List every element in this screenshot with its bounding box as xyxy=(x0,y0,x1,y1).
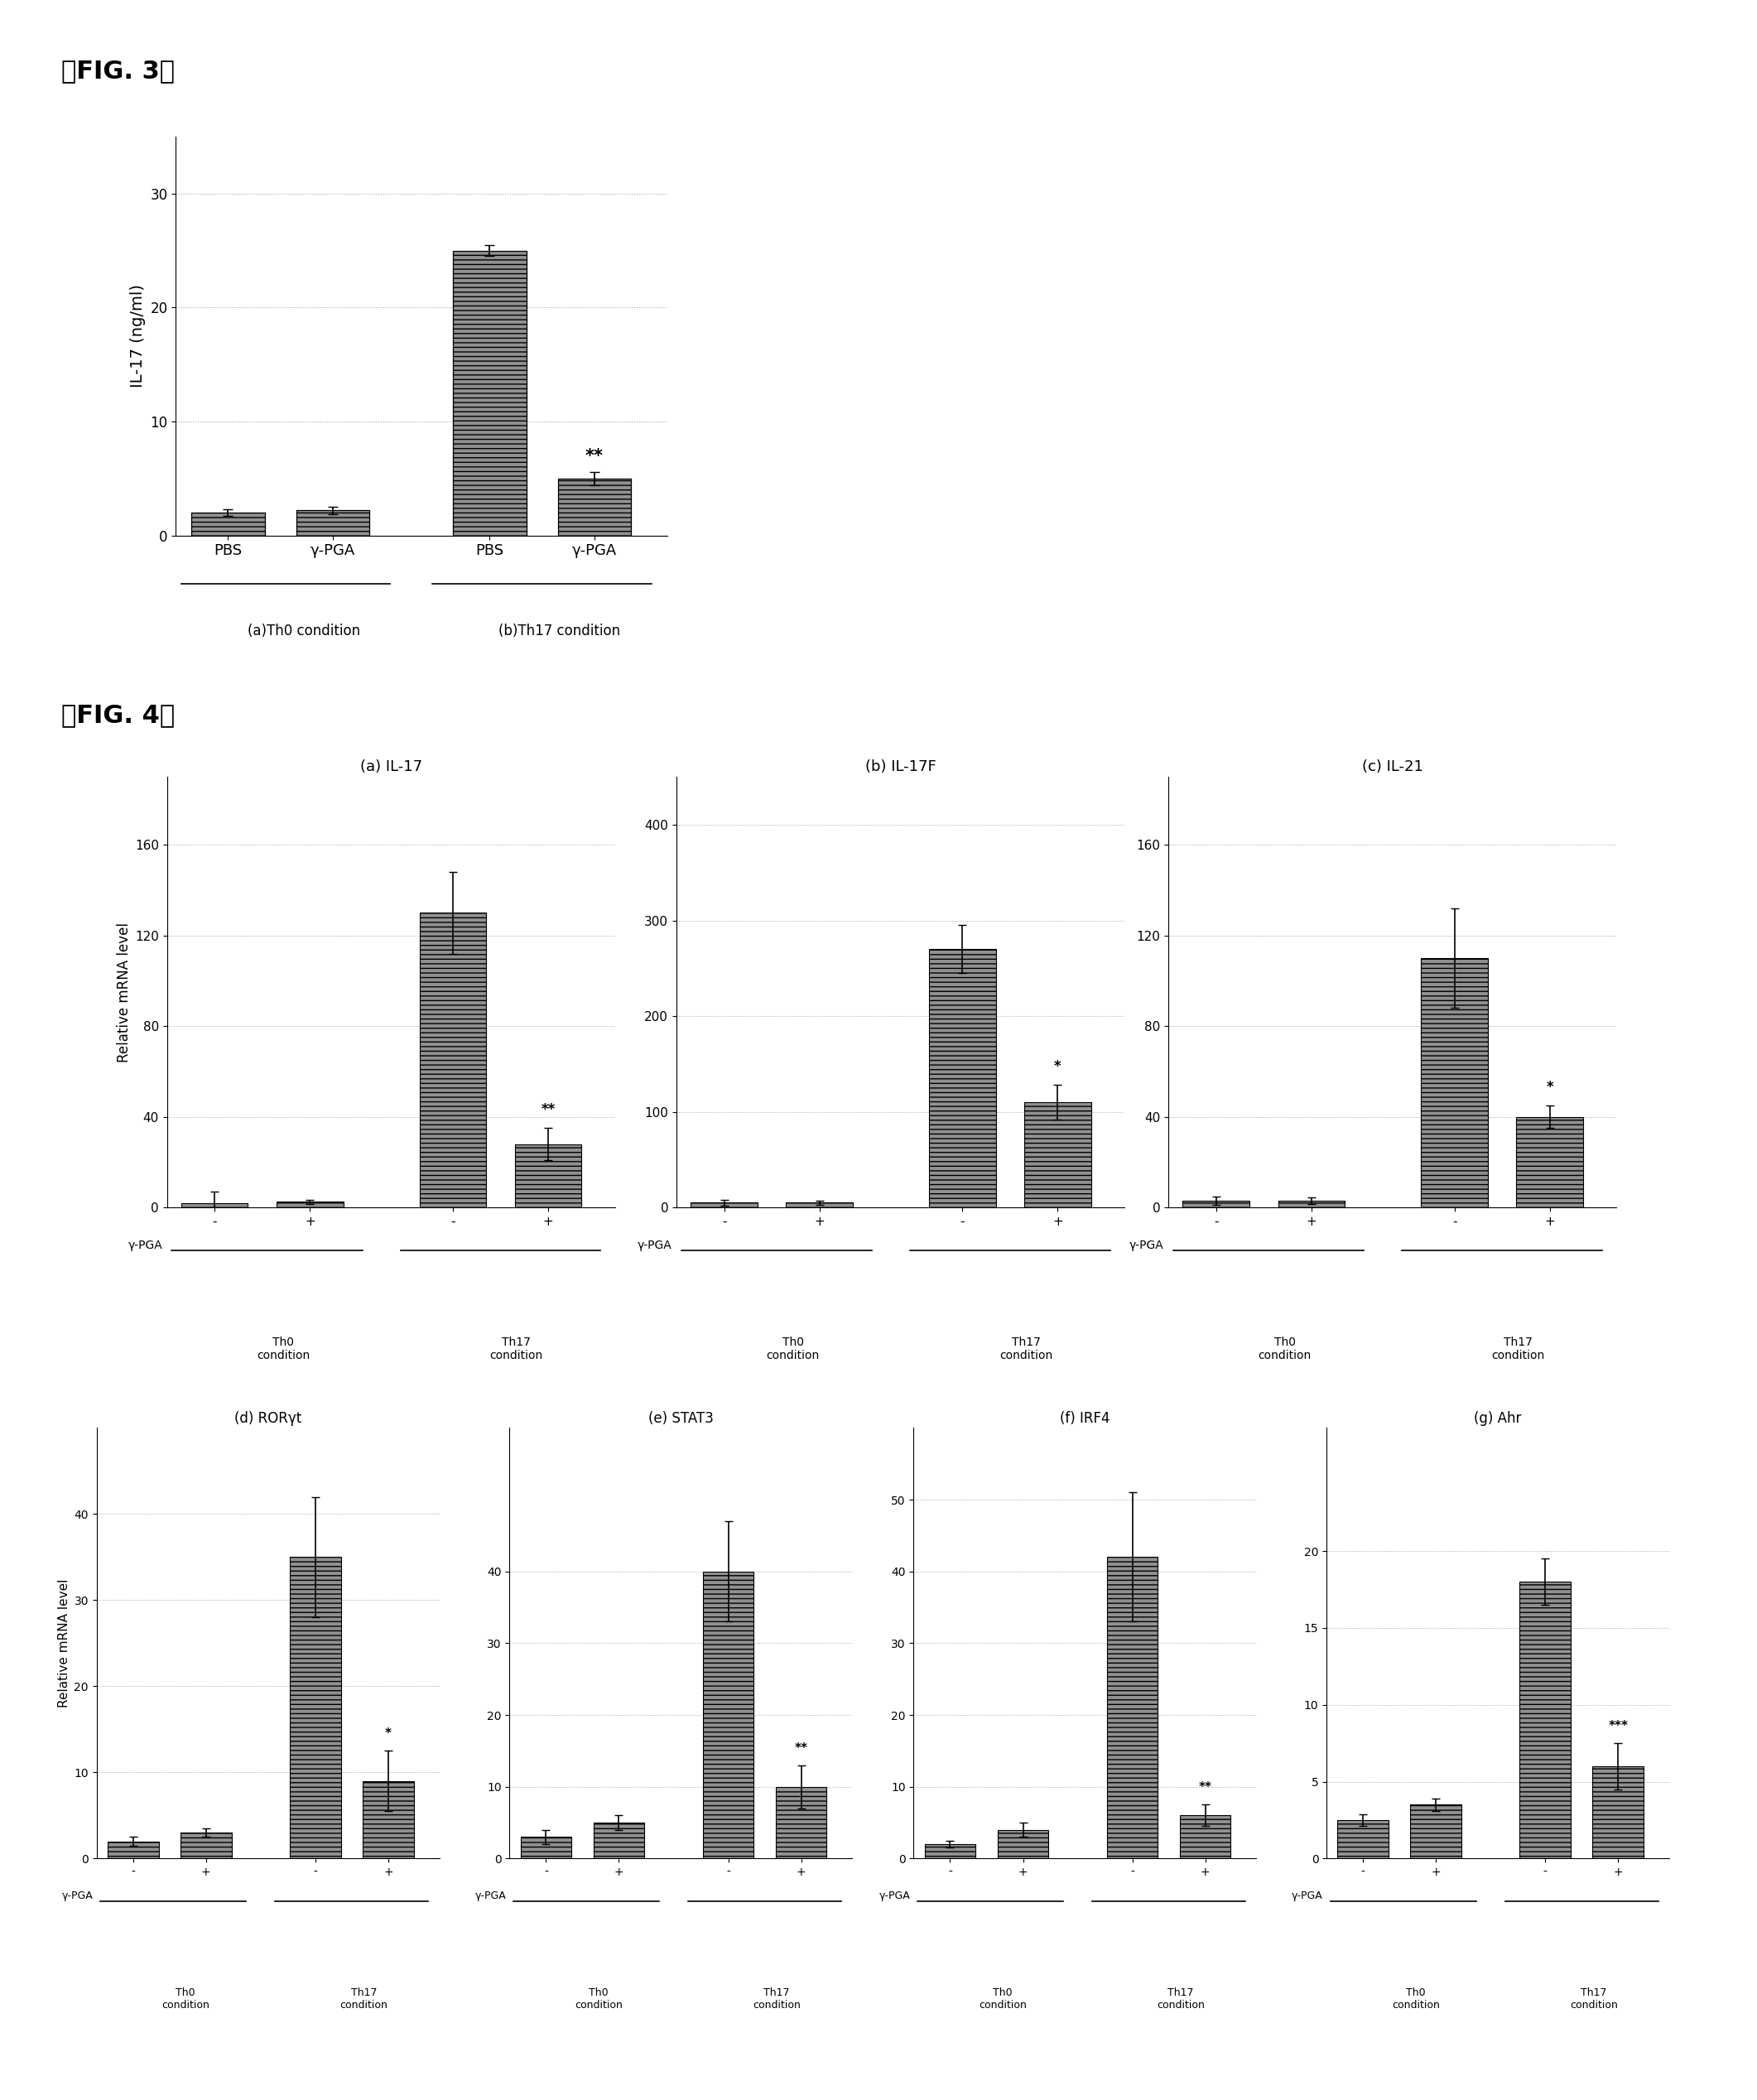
Bar xyxy=(1182,1201,1249,1207)
Text: Th0
condition: Th0 condition xyxy=(1258,1338,1311,1361)
Bar xyxy=(929,949,996,1207)
Bar xyxy=(290,1558,341,1858)
Bar xyxy=(362,1781,413,1858)
Text: ***: *** xyxy=(1608,1720,1629,1732)
Text: Th17
condition: Th17 condition xyxy=(1000,1338,1052,1361)
Bar xyxy=(1421,958,1488,1207)
Bar xyxy=(520,1838,571,1858)
Text: Th17
condition: Th17 condition xyxy=(1156,1987,1205,2012)
Bar xyxy=(1516,1117,1583,1207)
Text: *: * xyxy=(385,1728,392,1741)
Bar xyxy=(1179,1814,1230,1858)
Title: (d) RORγt: (d) RORγt xyxy=(234,1411,302,1426)
Bar xyxy=(557,479,631,535)
Bar xyxy=(1520,1581,1571,1858)
Bar xyxy=(785,1203,852,1208)
Text: Th0
condition: Th0 condition xyxy=(979,1987,1026,2012)
Text: γ-PGA: γ-PGA xyxy=(1130,1239,1163,1252)
Title: (g) Ahr: (g) Ahr xyxy=(1474,1411,1522,1426)
Title: (e) STAT3: (e) STAT3 xyxy=(648,1411,713,1426)
Text: Th17
condition: Th17 condition xyxy=(1569,1987,1618,2012)
Text: Th0
condition: Th0 condition xyxy=(257,1338,309,1361)
Text: γ-PGA: γ-PGA xyxy=(128,1239,162,1252)
Bar xyxy=(1107,1558,1158,1858)
Bar xyxy=(1411,1804,1462,1858)
Title: (b) IL-17F: (b) IL-17F xyxy=(864,760,936,775)
Text: **: ** xyxy=(794,1743,808,1753)
Text: Th17
condition: Th17 condition xyxy=(752,1987,801,2012)
Y-axis label: IL-17 (ng/ml): IL-17 (ng/ml) xyxy=(130,284,146,388)
Text: γ-PGA: γ-PGA xyxy=(61,1890,93,1903)
Text: γ-PGA: γ-PGA xyxy=(638,1239,671,1252)
Bar xyxy=(276,1201,343,1207)
Title: (f) IRF4: (f) IRF4 xyxy=(1059,1411,1110,1426)
Text: *: * xyxy=(1546,1079,1553,1094)
Text: Th0
condition: Th0 condition xyxy=(1392,1987,1439,2012)
Title: (a) IL-17: (a) IL-17 xyxy=(360,760,422,775)
Text: Th17
condition: Th17 condition xyxy=(339,1987,388,2012)
Bar xyxy=(691,1203,757,1208)
Text: (a)Th0 condition: (a)Th0 condition xyxy=(248,624,360,638)
Text: γ-PGA: γ-PGA xyxy=(878,1890,910,1903)
Bar xyxy=(1337,1821,1388,1858)
Text: Th17
condition: Th17 condition xyxy=(1492,1338,1544,1361)
Bar xyxy=(107,1842,158,1858)
Bar xyxy=(703,1571,754,1858)
Bar xyxy=(924,1844,975,1858)
Bar xyxy=(515,1144,582,1207)
Bar xyxy=(192,512,265,536)
Bar xyxy=(181,1833,232,1858)
Bar xyxy=(998,1829,1049,1858)
Bar xyxy=(594,1823,645,1858)
Bar xyxy=(420,914,487,1208)
Text: Th0
condition: Th0 condition xyxy=(575,1987,622,2012)
Bar xyxy=(1024,1102,1091,1207)
Text: (b)Th17 condition: (b)Th17 condition xyxy=(499,624,620,638)
Text: **: ** xyxy=(541,1102,555,1117)
Bar xyxy=(297,510,369,535)
Text: **: ** xyxy=(1198,1781,1212,1793)
Text: Th17
condition: Th17 condition xyxy=(490,1338,543,1361)
Text: Th0
condition: Th0 condition xyxy=(162,1987,209,2012)
Y-axis label: Relative mRNA level: Relative mRNA level xyxy=(58,1579,70,1707)
Text: **: ** xyxy=(585,447,603,464)
Text: *: * xyxy=(1054,1058,1061,1075)
Bar xyxy=(1277,1201,1344,1207)
Text: 【FIG. 3】: 【FIG. 3】 xyxy=(61,59,176,82)
Text: γ-PGA: γ-PGA xyxy=(474,1890,506,1903)
Text: 【FIG. 4】: 【FIG. 4】 xyxy=(61,704,176,727)
Title: (c) IL-21: (c) IL-21 xyxy=(1362,760,1423,775)
Bar xyxy=(453,250,527,536)
Text: γ-PGA: γ-PGA xyxy=(1291,1890,1323,1903)
Bar xyxy=(181,1203,248,1208)
Text: Th0
condition: Th0 condition xyxy=(766,1338,819,1361)
Bar xyxy=(1592,1766,1643,1858)
Y-axis label: Relative mRNA level: Relative mRNA level xyxy=(116,922,132,1063)
Bar xyxy=(775,1787,826,1858)
